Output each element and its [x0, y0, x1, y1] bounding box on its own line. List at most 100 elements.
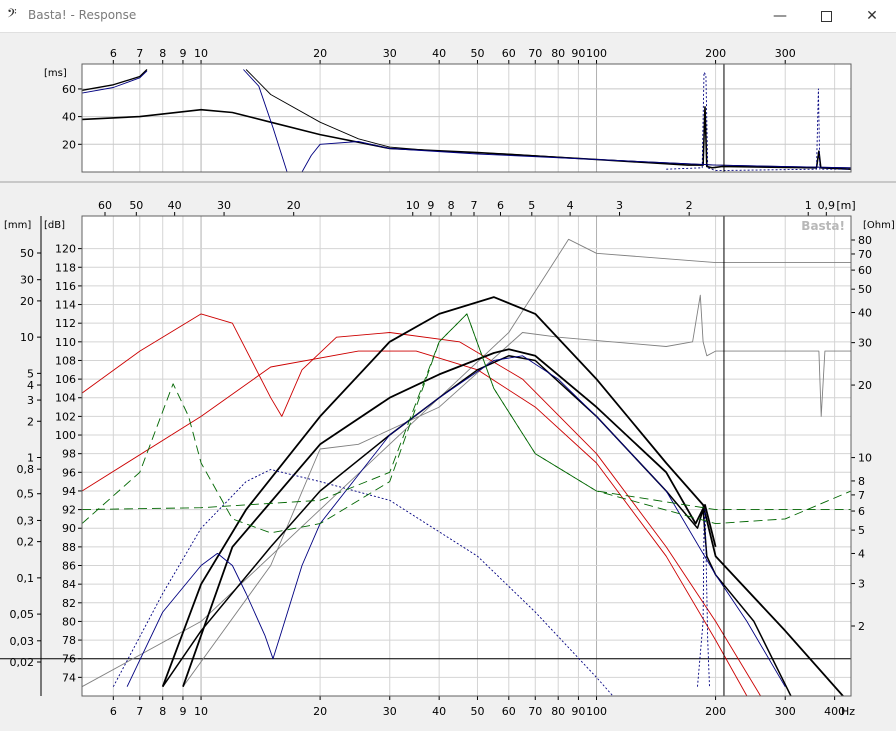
x-tick-label: 90 — [571, 47, 585, 60]
y-tick-label: 90 — [62, 522, 76, 535]
y-tick-label: 92 — [62, 504, 76, 517]
y-tick-label: 112 — [55, 317, 76, 330]
wavelength-tick-label: 5 — [528, 199, 535, 212]
series-group — [82, 238, 851, 696]
wavelength-tick-label: 8 — [448, 199, 455, 212]
y-tick-label: 86 — [62, 560, 76, 573]
x-tick-label: 60 — [502, 47, 516, 60]
excursion-tick-label: 3 — [27, 394, 34, 407]
watermark: Basta! — [801, 219, 845, 233]
close-button[interactable]: ✕ — [849, 0, 895, 32]
y-tick-label: 96 — [62, 466, 76, 479]
x-tick-label: 7 — [136, 705, 143, 718]
wavelength-tick-label: 7 — [471, 199, 478, 212]
wavelength-axis-label: [m] — [836, 199, 855, 212]
excursion-tick-label: 0,5 — [17, 488, 35, 501]
series-line-6 — [301, 141, 851, 172]
impedance-tick-label: 70 — [858, 248, 872, 261]
x-tick-label: 30 — [383, 705, 397, 718]
y-tick-label: 84 — [62, 578, 76, 591]
maximize-button[interactable] — [803, 0, 849, 32]
y-tick-label: 114 — [55, 299, 76, 312]
y-axis-label: [dB] — [44, 220, 65, 231]
series-line-3 — [82, 313, 761, 696]
plot-border — [81, 63, 852, 173]
x-axis-unit: Hz — [841, 705, 855, 718]
impedance-tick-label: 20 — [858, 379, 872, 392]
x-tick-label: 400 — [824, 705, 845, 718]
y-axis-label: [ms] — [44, 68, 67, 79]
plot-area: 20 40 60 6 7 8 9 10 20 30 40 50 60 70 80 90 100 200 300 [ms… — [0, 33, 896, 731]
y-tick-label: 104 — [55, 392, 76, 405]
impedance-tick-label: 80 — [858, 234, 872, 247]
x-tick-label: 50 — [470, 47, 484, 60]
y-tick-label: 116 — [55, 280, 76, 293]
window-title: Basta! - Response — [28, 8, 137, 22]
excursion-tick-label: 2 — [27, 415, 34, 428]
series-line-7 — [666, 71, 851, 172]
x-tick-label: 90 — [571, 705, 585, 718]
maximize-icon — [820, 10, 832, 22]
x-tick-label: 40 — [432, 47, 446, 60]
excursion-tick-label: 0,2 — [17, 536, 35, 549]
wavelength-tick-label: 6 — [497, 199, 504, 212]
excursion-tick-label: 0,02 — [10, 656, 35, 669]
excursion-tick-label: 50 — [20, 247, 34, 260]
wavelength-tick-label: 20 — [287, 199, 301, 212]
y-tick-label: 88 — [62, 541, 76, 554]
series-line-11 — [82, 313, 851, 525]
impedance-tick-label: 3 — [858, 578, 865, 591]
minimize-icon: — — [773, 8, 787, 24]
impedance-tick-label: 7 — [858, 489, 865, 502]
y-tick-label: 98 — [62, 448, 76, 461]
impedance-tick-label: 8 — [858, 475, 865, 488]
impedance-axis-label: [Ohm] — [863, 220, 895, 231]
excursion-tick-label: 30 — [20, 274, 34, 287]
y-tick-label: 20 — [62, 138, 76, 151]
x-tick-label: 6 — [110, 705, 117, 718]
x-tick-label: 9 — [179, 705, 186, 718]
response-plot — [82, 216, 851, 696]
y-tick-label: 100 — [55, 429, 76, 442]
x-tick-label: 20 — [313, 47, 327, 60]
wavelength-tick-label: 30 — [217, 199, 231, 212]
y-tick-label: 94 — [62, 485, 76, 498]
x-tick-label: 80 — [551, 47, 565, 60]
series-group — [82, 69, 851, 172]
close-icon: ✕ — [866, 8, 878, 24]
x-tick-label: 8 — [159, 705, 166, 718]
y-tick-label: 80 — [62, 615, 76, 628]
y-tick-label: 120 — [55, 243, 76, 256]
x-tick-label: 60 — [502, 705, 516, 718]
x-tick-label: 300 — [775, 47, 796, 60]
y-tick-label: 74 — [62, 671, 76, 684]
excursion-tick-label: 20 — [20, 295, 34, 308]
excursion-axis-label: [mm] — [4, 220, 31, 231]
wavelength-tick-label: 10 — [406, 199, 420, 212]
minimize-button[interactable]: — — [757, 0, 803, 32]
y-tick-label: 110 — [55, 336, 76, 349]
wavelength-tick-label: 2 — [686, 199, 693, 212]
bass-clef-icon: 𝄢 — [7, 6, 17, 24]
series-line-5 — [161, 296, 844, 696]
x-tick-label: 70 — [528, 47, 542, 60]
excursion-tick-label: 0,05 — [10, 608, 35, 621]
x-tick-label: 10 — [194, 705, 208, 718]
wavelength-tick-label: 9 — [427, 199, 434, 212]
y-tick-label: 118 — [55, 261, 76, 274]
excursion-tick-label: 1 — [27, 452, 34, 465]
y-tick-label: 40 — [62, 111, 76, 124]
series-line-7 — [182, 348, 717, 687]
wavelength-tick-label: 1 — [805, 199, 812, 212]
series-line-5 — [243, 69, 288, 172]
x-tick-label: 30 — [383, 47, 397, 60]
excursion-tick-label: 0,8 — [17, 463, 35, 476]
impedance-tick-label: 5 — [858, 524, 865, 537]
excursion-tick-label: 0,3 — [17, 514, 35, 527]
series-line-2 — [82, 70, 148, 94]
series-line-10 — [697, 509, 710, 687]
x-tick-label: 70 — [528, 705, 542, 718]
impedance-tick-label: 6 — [858, 505, 865, 518]
wavelength-tick-label: 60 — [98, 199, 112, 212]
